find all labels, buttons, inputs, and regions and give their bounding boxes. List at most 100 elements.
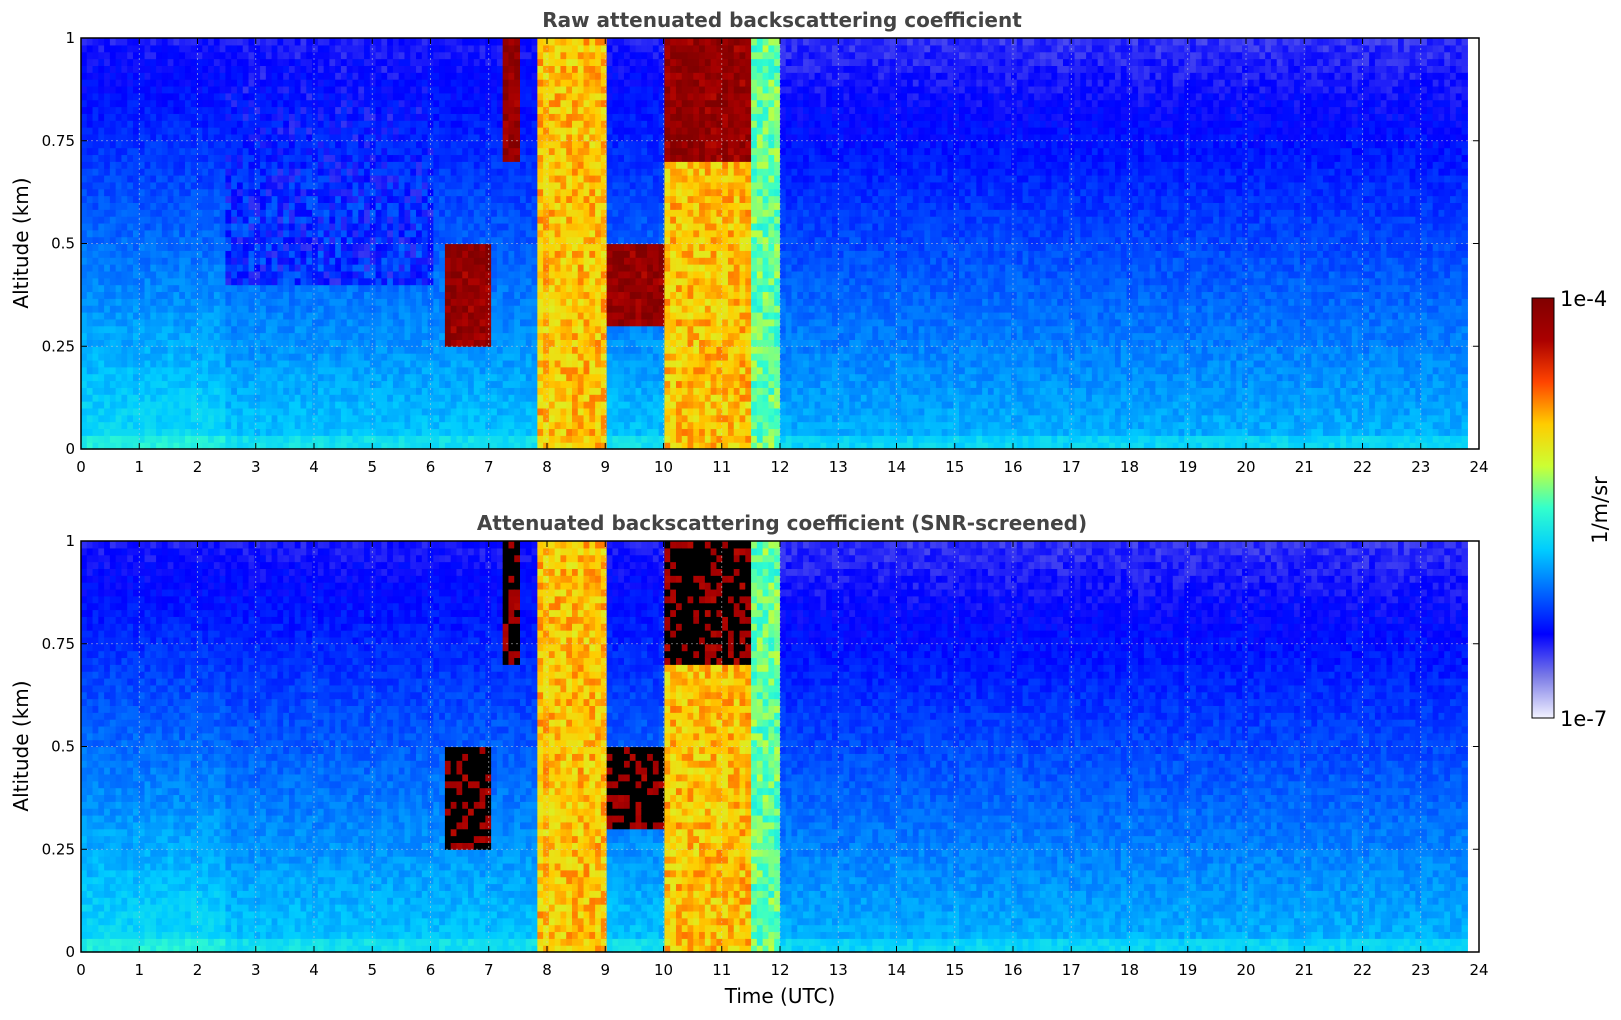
heatmap-cell (439, 394, 445, 401)
heatmap-cell (208, 333, 214, 340)
heatmap-cell (139, 175, 145, 182)
heatmap-cell (376, 127, 382, 134)
heatmap-cell (526, 271, 532, 278)
heatmap-cell (87, 120, 93, 127)
heatmap-cell (156, 381, 162, 388)
heatmap-cell (249, 408, 255, 415)
heatmap-cell (110, 381, 116, 388)
heatmap-cell (87, 100, 93, 107)
heatmap-cell (381, 298, 387, 305)
heatmap-cell (173, 257, 179, 264)
heatmap-cell (283, 93, 289, 100)
heatmap-cell (266, 100, 272, 107)
heatmap-cell (104, 161, 110, 168)
heatmap-cell (520, 298, 526, 305)
heatmap-cell (156, 216, 162, 223)
heatmap-cell (358, 113, 364, 120)
heatmap-cell (312, 202, 318, 209)
heatmap-cell (358, 52, 364, 59)
heatmap-cell (445, 367, 451, 374)
heatmap-cell (231, 367, 237, 374)
heatmap-cell (491, 387, 497, 394)
heatmap-cell (283, 346, 289, 353)
heatmap-cell (324, 415, 330, 422)
heatmap-cell (93, 291, 99, 298)
heatmap-cell (87, 65, 93, 72)
heatmap-cell (503, 45, 509, 52)
heatmap-cell (168, 387, 174, 394)
heatmap-cell (387, 312, 393, 319)
heatmap-cell (508, 346, 514, 353)
heatmap-cell (139, 223, 145, 230)
heatmap-cell (387, 72, 393, 79)
heatmap-cell (289, 374, 295, 381)
heatmap-cell (110, 189, 116, 196)
heatmap-cell (81, 209, 87, 216)
heatmap-cell (81, 401, 87, 408)
heatmap-cell (116, 72, 122, 79)
heatmap-cell (173, 189, 179, 196)
heatmap-cell (324, 45, 330, 52)
heatmap-cell (231, 216, 237, 223)
heatmap-cell (508, 223, 514, 230)
heatmap-cell (243, 223, 249, 230)
heatmap-cell (127, 353, 133, 360)
heatmap-cell (508, 394, 514, 401)
heatmap-cell (145, 86, 151, 93)
heatmap-cell (98, 154, 104, 161)
heatmap-cell (404, 237, 410, 244)
heatmap-cell (364, 45, 370, 52)
heatmap-cell (208, 38, 214, 45)
heatmap-cell (289, 230, 295, 237)
heatmap-cell (410, 394, 416, 401)
heatmap-cell (491, 346, 497, 353)
heatmap-cell (260, 278, 266, 285)
heatmap-cell (439, 237, 445, 244)
heatmap-cell (231, 141, 237, 148)
heatmap-cell (532, 237, 538, 244)
heatmap-cell (254, 435, 260, 442)
heatmap-cell (289, 154, 295, 161)
heatmap-cell (532, 367, 538, 374)
heatmap-cell (254, 285, 260, 292)
heatmap-cell (468, 59, 474, 66)
heatmap-cell (555, 339, 561, 346)
heatmap-cell (404, 189, 410, 196)
heatmap-cell (220, 59, 226, 66)
heatmap-cell (347, 422, 353, 429)
heatmap-cell (491, 422, 497, 429)
heatmap-cell (272, 148, 278, 155)
heatmap-cell (93, 52, 99, 59)
heatmap-cell (439, 141, 445, 148)
heatmap-cell (98, 285, 104, 292)
heatmap-cell (220, 339, 226, 346)
heatmap-cell (133, 237, 139, 244)
heatmap-cell (168, 72, 174, 79)
heatmap-cell (445, 148, 451, 155)
heatmap-cell (347, 333, 353, 340)
heatmap-cell (272, 381, 278, 388)
heatmap-cell (393, 339, 399, 346)
heatmap-cell (260, 319, 266, 326)
heatmap-cell (335, 52, 341, 59)
heatmap-cell (474, 59, 480, 66)
heatmap-cell (202, 428, 208, 435)
heatmap-cell (295, 319, 301, 326)
heatmap-cell (324, 141, 330, 148)
heatmap-cell (399, 278, 405, 285)
heatmap-cell (433, 298, 439, 305)
heatmap-cell (324, 408, 330, 415)
heatmap-cell (549, 52, 555, 59)
heatmap-cell (243, 250, 249, 257)
heatmap-cell (301, 374, 307, 381)
heatmap-cell (364, 264, 370, 271)
heatmap-cell (358, 285, 364, 292)
heatmap-cell (168, 346, 174, 353)
heatmap-cell (451, 250, 457, 257)
heatmap-cell (422, 394, 428, 401)
heatmap-cell (393, 346, 399, 353)
heatmap-cell (451, 237, 457, 244)
heatmap-cell (208, 244, 214, 251)
heatmap-cell (87, 381, 93, 388)
heatmap-cell (491, 45, 497, 52)
